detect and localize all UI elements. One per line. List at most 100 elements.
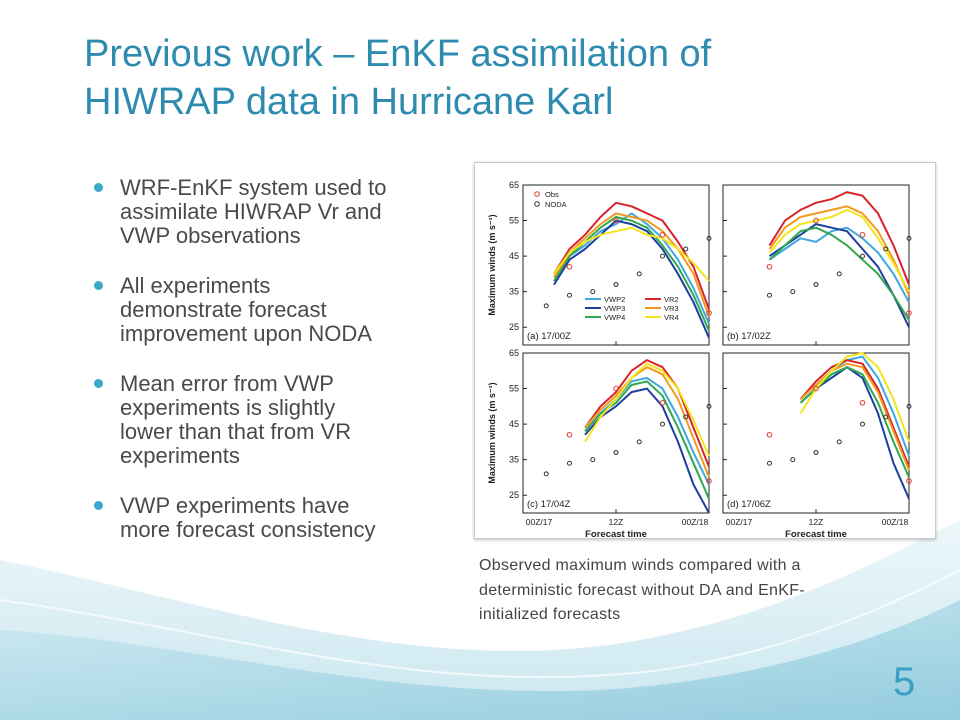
y-tick-label: 25 xyxy=(509,322,519,332)
x-tick-label: 00Z/17 xyxy=(726,517,753,527)
x-axis-label: Forecast time xyxy=(785,529,847,538)
series-line-vr3 xyxy=(768,205,910,296)
y-axis-label: Maximum winds (m s⁻¹) xyxy=(487,382,497,483)
x-tick-label: 12Z xyxy=(609,517,624,527)
noda-point xyxy=(767,460,772,466)
bullet-line: lower than that from VR xyxy=(120,419,352,444)
obs-point xyxy=(566,263,573,270)
obs-point xyxy=(813,217,819,224)
bullet-line: VWP experiments have xyxy=(120,493,350,518)
legend-marker xyxy=(534,191,540,197)
noda-point xyxy=(767,292,772,298)
obs-point xyxy=(566,431,573,438)
x-tick-label: 12Z xyxy=(809,517,824,527)
noda-point xyxy=(813,282,819,288)
legend-label: VWP4 xyxy=(604,313,625,322)
chart-figure: 25 35 45 55 65 (a) 17/00Z (b) 17/02Z 25 35 45 55 65… xyxy=(474,162,936,539)
noda-point xyxy=(613,450,619,456)
bullet-line: experiments xyxy=(120,443,240,468)
obs-point xyxy=(766,431,773,438)
bullet-item: Mean error from VWP experiments is sligh… xyxy=(86,372,456,468)
noda-point xyxy=(660,253,665,259)
figure-caption: Observed maximum winds compared with a d… xyxy=(479,554,919,628)
y-tick-label: 45 xyxy=(509,419,519,429)
chart-svg: 25 35 45 55 65 (a) 17/00Z (b) 17/02Z 25 35 45 55 65… xyxy=(487,180,912,538)
obs-point xyxy=(706,310,712,316)
noda-point xyxy=(836,439,842,445)
noda-point xyxy=(590,457,596,463)
bullet-line: WRF-EnKF system used to xyxy=(120,175,387,200)
obs-point xyxy=(906,310,912,316)
series-line-vr4 xyxy=(584,362,710,457)
noda-point xyxy=(543,303,549,309)
noda-point xyxy=(636,271,642,277)
noda-point xyxy=(636,439,642,445)
noda-point xyxy=(883,246,889,252)
series-line-vr4 xyxy=(553,226,710,282)
panel-label: (b) 17/02Z xyxy=(727,331,771,342)
legend-label: VR4 xyxy=(664,313,679,322)
series-line-vr3 xyxy=(584,366,710,478)
noda-point xyxy=(860,421,865,427)
bullet-line: All experiments xyxy=(120,273,271,298)
obs-point xyxy=(659,399,666,406)
noda-point xyxy=(883,414,889,420)
slide-title: Previous work – EnKF assimilation of HIW… xyxy=(84,30,904,126)
legend-label: Obs xyxy=(545,190,559,199)
obs-point xyxy=(613,217,619,224)
bullet-line: assimilate HIWRAP Vr and xyxy=(120,199,382,224)
noda-point xyxy=(590,289,596,295)
legend-label: NODA xyxy=(545,200,567,209)
legend-label: VWP2 xyxy=(604,295,625,304)
bullet-item: VWP experiments have more forecast consi… xyxy=(86,494,456,542)
obs-point xyxy=(906,478,912,484)
noda-point xyxy=(706,235,712,241)
y-tick-label: 35 xyxy=(509,455,519,465)
series-line-vwp3 xyxy=(584,387,710,514)
x-tick-label: 00Z/17 xyxy=(526,517,553,527)
noda-point xyxy=(543,471,549,477)
page-number: 5 xyxy=(893,660,916,704)
obs-point xyxy=(766,263,773,270)
y-tick-label: 55 xyxy=(509,384,519,394)
caption-line: initialized forecasts xyxy=(479,606,621,623)
noda-point xyxy=(613,282,619,288)
bullet-item: All experiments demonstrate forecast imp… xyxy=(86,274,456,346)
noda-point xyxy=(790,457,796,463)
bullet-list: WRF-EnKF system used to assimilate HIWRA… xyxy=(86,176,456,568)
bullet-line: more forecast consistency xyxy=(120,517,376,542)
noda-point xyxy=(567,460,572,466)
legend-label: VWP3 xyxy=(604,304,625,313)
y-tick-label: 65 xyxy=(509,348,519,358)
bullet-dot-icon xyxy=(94,183,103,192)
series-line-vr3 xyxy=(553,212,710,317)
series-line-vr3 xyxy=(799,362,910,471)
noda-point xyxy=(706,403,712,409)
series-line-vr2 xyxy=(553,201,710,310)
panel-frame xyxy=(522,184,710,346)
title-line: HIWRAP data in Hurricane Karl xyxy=(84,81,614,123)
noda-point xyxy=(860,253,865,259)
title-line: Previous work – EnKF assimilation of xyxy=(84,33,712,75)
obs-point xyxy=(706,478,712,484)
panel-label: (c) 17/04Z xyxy=(527,499,570,510)
noda-point xyxy=(567,292,572,298)
bullet-dot-icon xyxy=(94,501,103,510)
x-axis-label: Forecast time xyxy=(585,529,647,538)
series-line-vr2 xyxy=(584,359,710,468)
series-line-vr4 xyxy=(799,352,910,443)
series-line-vwp4 xyxy=(768,226,910,321)
legend-label: VR3 xyxy=(664,304,679,313)
panel-label: (a) 17/00Z xyxy=(527,331,571,342)
bullet-line: demonstrate forecast xyxy=(120,297,327,322)
legend-marker xyxy=(534,201,540,207)
obs-point xyxy=(659,231,666,238)
y-tick-label: 65 xyxy=(509,180,519,190)
y-tick-label: 55 xyxy=(509,216,519,226)
series-line-vwp3 xyxy=(768,223,910,328)
caption-line: Observed maximum winds compared with a xyxy=(479,557,801,574)
noda-point xyxy=(683,246,689,252)
bullet-line: VWP observations xyxy=(120,223,301,248)
bullet-line: experiments is slightly xyxy=(120,395,336,420)
series-line-vr2 xyxy=(768,191,910,285)
